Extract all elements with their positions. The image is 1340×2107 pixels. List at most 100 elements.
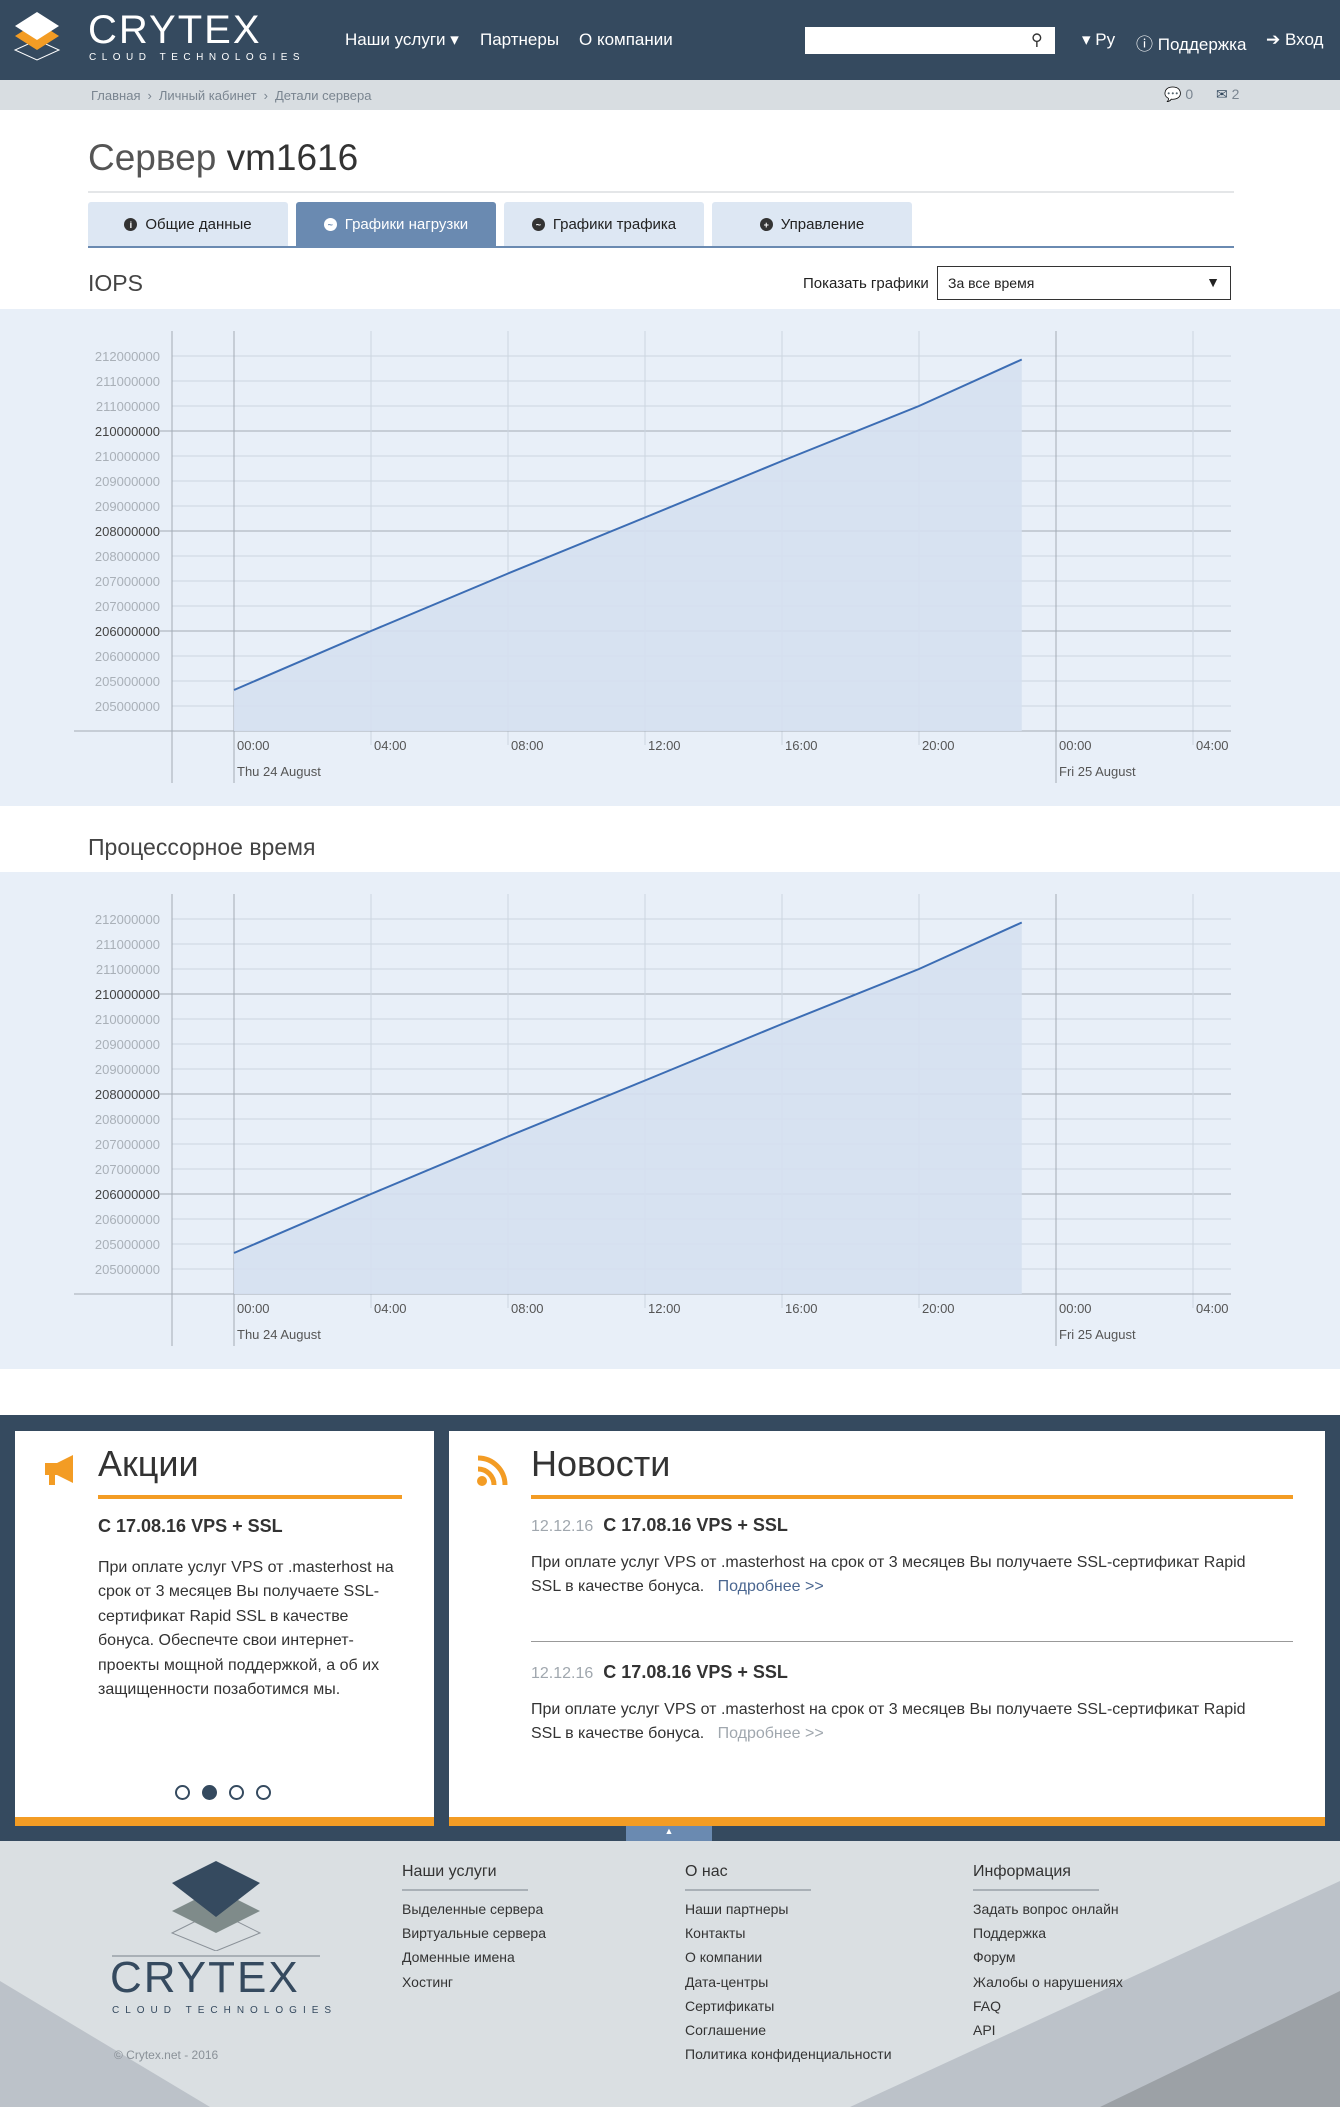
news-body: При оплате услуг VPS от .masterhost на с… <box>531 1701 1246 1743</box>
envelope-icon: ✉ <box>1216 86 1228 102</box>
period-select[interactable]: За все время ▼ <box>937 266 1231 300</box>
nav-services[interactable]: Наши услуги ▾ <box>345 30 459 50</box>
breadcrumb: Главная › Личный кабинет › Детали сервера … <box>0 80 1340 110</box>
carousel-dot-1[interactable] <box>175 1785 190 1800</box>
caret-down-icon: ▼ <box>1206 274 1220 290</box>
footer-link[interactable]: Выделенные сервера <box>402 1901 544 1917</box>
footer-link[interactable]: О компании <box>685 1949 763 1966</box>
messages-button[interactable]: ✉ 2 <box>1216 86 1239 103</box>
rss-icon <box>477 1455 508 1486</box>
comments-button[interactable]: 💬 0 <box>1164 86 1193 103</box>
footer-link[interactable]: Хостинг <box>402 1973 454 1990</box>
news-heading[interactable]: С 17.08.16 VPS + SSL <box>603 1662 788 1682</box>
support-label: Поддержка <box>1157 35 1247 54</box>
support-link[interactable]: ⓘ Поддержка <box>1136 30 1246 55</box>
footer-link[interactable]: FAQ <box>973 1997 1002 2014</box>
y-tick-label: 209000000 <box>95 499 160 514</box>
breadcrumb-account[interactable]: Личный кабинет <box>158 88 257 103</box>
tab-management[interactable]: + Управление <box>712 202 912 247</box>
language-label: Ру <box>1095 30 1116 49</box>
news-text: При оплате услуг VPS от .masterhost на с… <box>531 1698 1261 1747</box>
carousel-dot-2-active[interactable] <box>202 1785 217 1800</box>
caret-down-icon: ▾ <box>450 30 459 49</box>
language-select[interactable]: ▾ Ру <box>1082 30 1115 50</box>
tabs-underline <box>88 246 1234 248</box>
login-label: Вход <box>1284 30 1324 49</box>
x-date-label: Thu 24 August <box>237 764 321 779</box>
logo-icon[interactable] <box>13 12 61 62</box>
tab-traffic-charts[interactable]: ~ Графики трафика <box>504 202 704 247</box>
read-more-link[interactable]: Подробнее >> <box>717 1725 824 1743</box>
x-tick-label: 00:00 <box>237 1301 270 1316</box>
question-icon: ⓘ <box>1136 35 1153 54</box>
y-tick-label: 206000000 <box>95 1212 160 1227</box>
section-title-iops: IOPS <box>88 270 143 296</box>
tab-general[interactable]: i Общие данные <box>88 202 288 247</box>
cpu-chart-panel: 212000000 211000000 211000000 210000000 2100… <box>0 872 1340 1369</box>
y-tick-label: 205000000 <box>95 674 160 689</box>
x-tick-label: 04:00 <box>374 738 407 753</box>
footer-link[interactable]: Контакты <box>685 1925 746 1942</box>
login-link[interactable]: ➔ Вход <box>1266 30 1323 50</box>
y-tick-label: 206000000 <box>95 649 160 664</box>
y-tick-label: 209000000 <box>95 474 160 489</box>
footer-link[interactable]: API <box>973 2022 996 2038</box>
news-underline <box>531 1495 1293 1499</box>
tab-load-charts[interactable]: ~ Графики нагрузки <box>296 202 496 247</box>
y-tick-label: 207000000 <box>95 1137 160 1152</box>
y-tick-label: 211000000 <box>96 374 160 389</box>
x-tick-label: 20:00 <box>922 1301 955 1316</box>
series-area <box>234 359 1022 731</box>
arrow-up-icon: ▲ <box>664 1826 674 1836</box>
footer-link[interactable]: Соглашение <box>685 2022 767 2038</box>
footer-link[interactable]: Политика конфиденциальности <box>685 2046 892 2063</box>
read-more-link[interactable]: Подробнее >> <box>717 1578 824 1596</box>
footer-link[interactable]: Сертификаты <box>685 1997 775 2014</box>
y-tick-label: 206000000 <box>95 1187 160 1202</box>
carousel-dot-3[interactable] <box>229 1785 244 1800</box>
footer-link[interactable]: Виртуальные сервера <box>402 1925 546 1942</box>
promo-text: При оплате услуг VPS от .masterhost на с… <box>98 1559 394 1699</box>
y-tick-label: 205000000 <box>95 1262 160 1277</box>
y-tick-label: 210000000 <box>95 424 160 439</box>
news-card: Новости 12.12.16 С 17.08.16 VPS + SSL Пр… <box>449 1431 1325 1826</box>
footer-link[interactable]: Форум <box>973 1949 1016 1966</box>
iops-chart: 212000000 211000000 211000000 210000000 2100… <box>74 331 1231 783</box>
section-title-cpu: Процессорное время <box>88 834 316 860</box>
y-tick-label: 211000000 <box>96 962 160 977</box>
carousel-dot-4[interactable] <box>256 1785 271 1800</box>
search-icon[interactable]: ⚲ <box>1031 32 1043 49</box>
news-text: При оплате услуг VPS от .masterhost на с… <box>531 1551 1261 1600</box>
y-tick-label: 211000000 <box>96 399 160 414</box>
news-heading[interactable]: С 17.08.16 VPS + SSL <box>603 1515 788 1535</box>
messages-count: 2 <box>1231 86 1240 102</box>
x-tick-label: 00:00 <box>237 738 270 753</box>
x-date-label: Fri 25 August <box>1059 1327 1136 1342</box>
sign-in-icon: ➔ <box>1266 30 1281 49</box>
y-tick-label: 210000000 <box>95 449 160 464</box>
page-title: Сервер vm1616 <box>88 137 358 179</box>
news-divider <box>531 1641 1293 1642</box>
nav-about[interactable]: О компании <box>579 30 673 49</box>
footer-link[interactable]: Поддержка <box>973 1925 1047 1942</box>
footer-link[interactable]: Жалобы о нарушениях <box>973 1973 1123 1990</box>
scroll-top-button[interactable]: ▲ <box>626 1826 712 1841</box>
chart-icon: ~ <box>531 218 545 231</box>
y-tick-label: 207000000 <box>95 1162 160 1177</box>
search-input[interactable] <box>805 27 1055 54</box>
x-tick-label: 00:00 <box>1059 1301 1092 1316</box>
x-tick-label: 08:00 <box>511 1301 544 1316</box>
breadcrumb-home[interactable]: Главная <box>91 88 141 103</box>
promo-heading: С 17.08.16 VPS + SSL <box>98 1516 283 1536</box>
y-tick-label: 209000000 <box>95 1037 160 1052</box>
footer-link[interactable]: Дата-центры <box>685 1973 769 1990</box>
footer-link[interactable]: Доменные имена <box>402 1949 515 1966</box>
footer-column-underline <box>685 1889 811 1891</box>
y-tick-label: 207000000 <box>95 574 160 589</box>
footer-link[interactable]: Задать вопрос онлайн <box>973 1901 1119 1917</box>
footer-logo-subtitle: CLOUD TECHNOLOGIES <box>112 2005 338 2016</box>
plus-icon: + <box>759 218 773 231</box>
footer-link[interactable]: Наши партнеры <box>685 1901 789 1917</box>
logo-text[interactable]: CRYTEX <box>88 8 262 52</box>
nav-partners[interactable]: Партнеры <box>480 30 560 49</box>
